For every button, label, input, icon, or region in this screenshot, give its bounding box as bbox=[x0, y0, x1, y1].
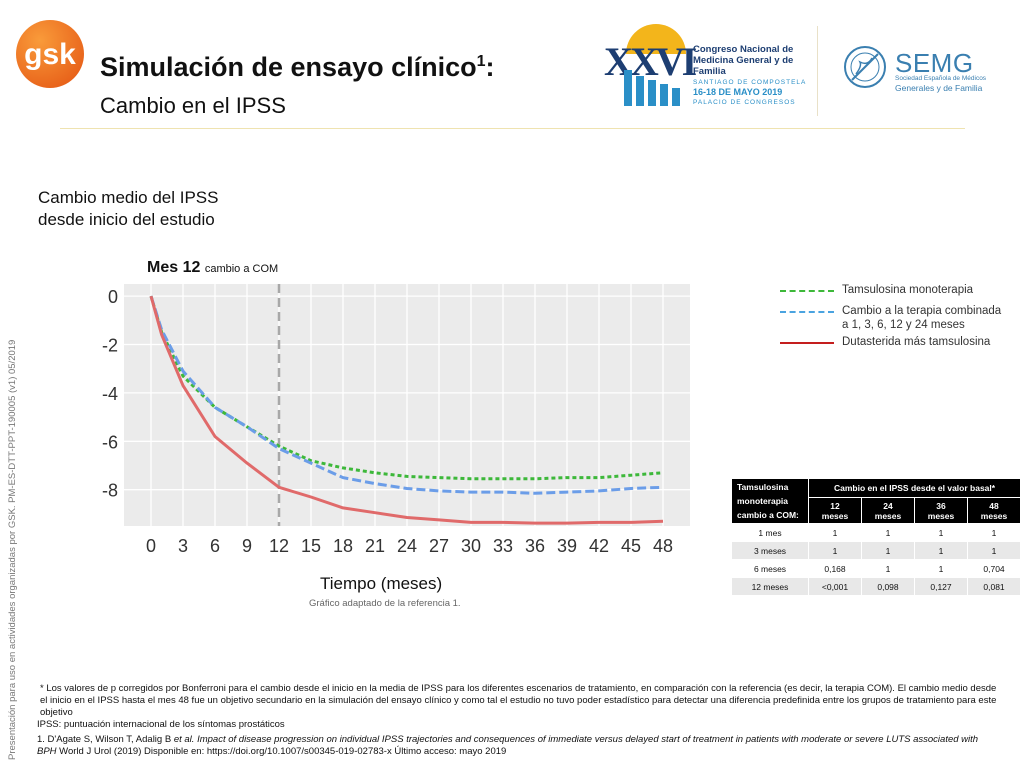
congress-place: SANTIAGO DE COMPOSTELA bbox=[693, 79, 807, 86]
legend-swatch-cambio bbox=[780, 311, 834, 313]
p-value-table: Tamsulosina monoterapia cambio a COM: Camb… bbox=[731, 478, 1022, 596]
y-tick-label: 0 bbox=[108, 287, 118, 307]
x-tick-label: 6 bbox=[210, 536, 220, 556]
table-column-header: 24 meses bbox=[861, 497, 915, 524]
table-cell: 1 bbox=[808, 523, 862, 542]
chart-heading: Cambio medio del IPSS desde inicio del e… bbox=[38, 187, 218, 231]
congress-bars-icon bbox=[624, 70, 680, 106]
table-cell: 1 bbox=[914, 523, 968, 542]
x-tick-label: 33 bbox=[493, 536, 513, 556]
congress-venue: PALACIO DE CONGRESOS bbox=[693, 99, 796, 106]
chart-source-note: Gráfico adaptado de la referencia 1. bbox=[309, 598, 461, 609]
table-column-header: 48 meses bbox=[966, 497, 1022, 524]
table-row-label: 6 meses bbox=[731, 559, 809, 578]
table-row: 6 meses 0,168 1 1 0,704 bbox=[731, 559, 1022, 578]
table-row-label: 3 meses bbox=[731, 541, 809, 560]
table-cell: 1 bbox=[861, 523, 915, 542]
table-cell: 1 bbox=[861, 541, 915, 560]
x-tick-label: 36 bbox=[525, 536, 545, 556]
table-cell: 0,127 bbox=[914, 577, 968, 596]
congress-name: Congreso Nacional de Medicina General y … bbox=[693, 44, 794, 77]
table-cell: 0,704 bbox=[966, 559, 1022, 578]
gsk-logo: gsk bbox=[16, 20, 84, 88]
semg-subtitle-1: Sociedad Española de Médicos bbox=[895, 75, 987, 82]
gsk-logo-text: gsk bbox=[24, 38, 76, 71]
x-tick-label: 30 bbox=[461, 536, 481, 556]
semg-name: SEMG bbox=[895, 48, 974, 78]
table-cell: 1 bbox=[914, 559, 968, 578]
table-row-label: 12 meses bbox=[731, 577, 809, 596]
caduceus-icon bbox=[844, 46, 886, 88]
y-tick-label: -8 bbox=[102, 481, 118, 501]
x-tick-label: 48 bbox=[653, 536, 673, 556]
legend-label-cambio: Cambio a la terapia combinada a 1, 3, 6,… bbox=[842, 304, 1001, 332]
x-tick-label: 0 bbox=[146, 536, 156, 556]
congress-number: XXVI bbox=[604, 39, 697, 84]
y-tick-label: -2 bbox=[102, 336, 118, 356]
x-tick-label: 12 bbox=[269, 536, 289, 556]
page-title: Simulación de ensayo clínico1: bbox=[100, 52, 495, 82]
table-cell: 1 bbox=[966, 523, 1022, 542]
x-tick-label: 24 bbox=[397, 536, 417, 556]
table-group-header: Cambio en el IPSS desde el valor basal* bbox=[807, 478, 1022, 498]
legend-label-cambio-line-1: Cambio a la terapia combinada bbox=[842, 305, 1002, 317]
table-row: 3 meses 1 1 1 1 bbox=[731, 541, 1022, 560]
table-row: 12 meses <0,001 0,098 0,127 0,081 bbox=[731, 577, 1022, 596]
legend-label-dutasterida: Dutasterida más tamsulosina bbox=[842, 336, 991, 348]
footnote-ipss: IPSS: puntuación internacional de los sí… bbox=[37, 719, 285, 730]
table-row-label: 1 mes bbox=[731, 523, 809, 542]
table-cell: 0,168 bbox=[808, 559, 862, 578]
x-tick-label: 21 bbox=[365, 536, 385, 556]
y-tick-label: -6 bbox=[102, 432, 118, 452]
table-cell: 1 bbox=[808, 541, 862, 560]
x-tick-label: 18 bbox=[333, 536, 353, 556]
legend-label-cambio-line-2: a 1, 3, 6, 12 y 24 meses bbox=[842, 319, 965, 331]
semg-subtitle-2: Generales y de Familia bbox=[895, 83, 983, 93]
x-tick-label: 39 bbox=[557, 536, 577, 556]
chart-heading-line-2: desde inicio del estudio bbox=[38, 210, 215, 229]
side-disclaimer: Presentación para uso en actividades org… bbox=[7, 339, 18, 760]
x-tick-label: 42 bbox=[589, 536, 609, 556]
header-divider bbox=[60, 128, 965, 129]
congress-dates: 16-18 DE MAYO 2019 bbox=[693, 87, 783, 97]
table-cell: 1 bbox=[966, 541, 1022, 560]
y-tick-label: -4 bbox=[102, 384, 118, 404]
month-12-marker-label: Mes 12 cambio a COM bbox=[147, 259, 279, 276]
legend-label-tamsulosina: Tamsulosina monoterapia bbox=[842, 284, 974, 296]
x-tick-label: 3 bbox=[178, 536, 188, 556]
chart-heading-line-1: Cambio medio del IPSS bbox=[38, 188, 219, 207]
table-row: 1 mes 1 1 1 1 bbox=[731, 523, 1022, 542]
page-subtitle: Cambio en el IPSS bbox=[100, 93, 286, 118]
x-axis-title: Tiempo (meses) bbox=[320, 574, 443, 593]
table-corner-header: Tamsulosina monoterapia cambio a COM: bbox=[731, 478, 809, 524]
x-tick-label: 15 bbox=[301, 536, 321, 556]
legend-swatch-tamsulosina bbox=[780, 290, 834, 292]
header-vertical-divider bbox=[817, 26, 818, 116]
x-tick-label: 9 bbox=[242, 536, 252, 556]
table-cell: 1 bbox=[861, 559, 915, 578]
table-column-header: 12 meses bbox=[808, 497, 862, 524]
table-column-header: 36 meses bbox=[914, 497, 968, 524]
table-cell: 0,081 bbox=[966, 577, 1022, 596]
series-line-cambio bbox=[149, 295, 664, 495]
x-tick-label: 45 bbox=[621, 536, 641, 556]
footnote-reference: 1. D'Agate S, Wilson T, Adalig B et al. … bbox=[37, 734, 979, 757]
legend-swatch-dutasterida bbox=[780, 342, 834, 344]
ipss-line-chart: 0-2-4-6-80 3 6 9 12 15 18 21 24 27 30 33 36 39 42 45 48 bbox=[102, 284, 690, 556]
footnote-p-values: * Los valores de p corregidos por Bonfer… bbox=[40, 683, 997, 718]
x-tick-label: 27 bbox=[429, 536, 449, 556]
table-cell: 1 bbox=[914, 541, 968, 560]
table-cell: 0,098 bbox=[861, 577, 915, 596]
series-line-tamsulosina bbox=[149, 295, 664, 481]
series-line-dutasterida bbox=[149, 295, 664, 525]
table-cell: <0,001 bbox=[808, 577, 862, 596]
